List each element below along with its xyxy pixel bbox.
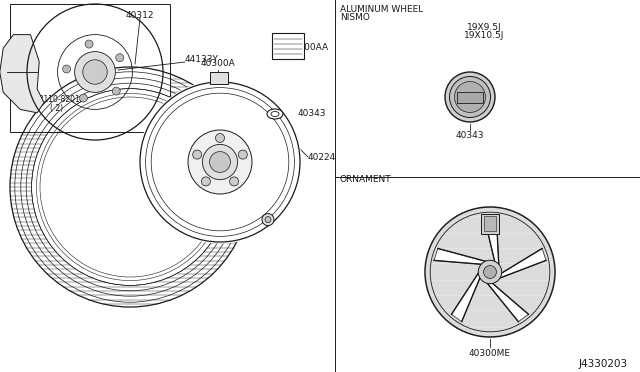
Text: 40300AA: 40300AA: [288, 42, 329, 51]
Circle shape: [63, 65, 70, 73]
Circle shape: [33, 90, 227, 285]
Bar: [210, 72, 228, 84]
Text: NISSAN: NISSAN: [458, 94, 482, 99]
Circle shape: [79, 94, 88, 102]
Circle shape: [112, 87, 120, 95]
Bar: [272, 33, 304, 59]
Circle shape: [138, 80, 301, 244]
Circle shape: [425, 207, 555, 337]
Text: °08110-8201A: °08110-8201A: [30, 96, 85, 105]
Circle shape: [238, 150, 247, 159]
Circle shape: [202, 177, 211, 186]
Text: NISMO: NISMO: [340, 13, 370, 22]
Polygon shape: [0, 35, 44, 113]
Circle shape: [454, 81, 486, 112]
Text: ORNAMENT: ORNAMENT: [340, 176, 392, 185]
Circle shape: [216, 134, 225, 142]
Bar: [484, 216, 496, 231]
Text: 40312: 40312: [125, 10, 154, 19]
Circle shape: [445, 72, 495, 122]
Text: 40300ME: 40300ME: [469, 349, 511, 357]
Text: 40224: 40224: [308, 153, 336, 161]
Text: 40300A: 40300A: [200, 60, 236, 68]
Ellipse shape: [271, 112, 279, 116]
Circle shape: [193, 150, 202, 159]
Text: J4330203: J4330203: [579, 359, 628, 369]
Text: ( 2): ( 2): [50, 103, 63, 112]
Circle shape: [83, 60, 108, 84]
Circle shape: [484, 266, 497, 278]
Circle shape: [75, 52, 115, 92]
Text: 40343: 40343: [298, 109, 326, 119]
Circle shape: [202, 144, 237, 180]
Polygon shape: [484, 215, 499, 264]
Circle shape: [262, 214, 274, 225]
Bar: [457, 92, 483, 103]
Circle shape: [449, 77, 490, 118]
FancyBboxPatch shape: [10, 4, 170, 132]
Bar: [481, 214, 499, 234]
Text: 44133Y: 44133Y: [185, 55, 219, 64]
Circle shape: [116, 54, 124, 62]
Circle shape: [265, 217, 271, 222]
Polygon shape: [488, 283, 529, 322]
Polygon shape: [500, 248, 546, 278]
Circle shape: [478, 260, 502, 284]
Text: 19X10.5J: 19X10.5J: [464, 31, 504, 39]
Circle shape: [85, 40, 93, 48]
Text: 19X9.5J: 19X9.5J: [467, 22, 501, 32]
Text: 40343: 40343: [456, 131, 484, 141]
Ellipse shape: [267, 109, 283, 119]
Circle shape: [210, 152, 230, 172]
Text: ALUMINUM WHEEL: ALUMINUM WHEEL: [340, 6, 423, 15]
Polygon shape: [451, 273, 480, 322]
Circle shape: [230, 177, 239, 186]
Polygon shape: [434, 248, 485, 264]
Text: 40300ME: 40300ME: [227, 208, 269, 217]
Circle shape: [188, 130, 252, 194]
